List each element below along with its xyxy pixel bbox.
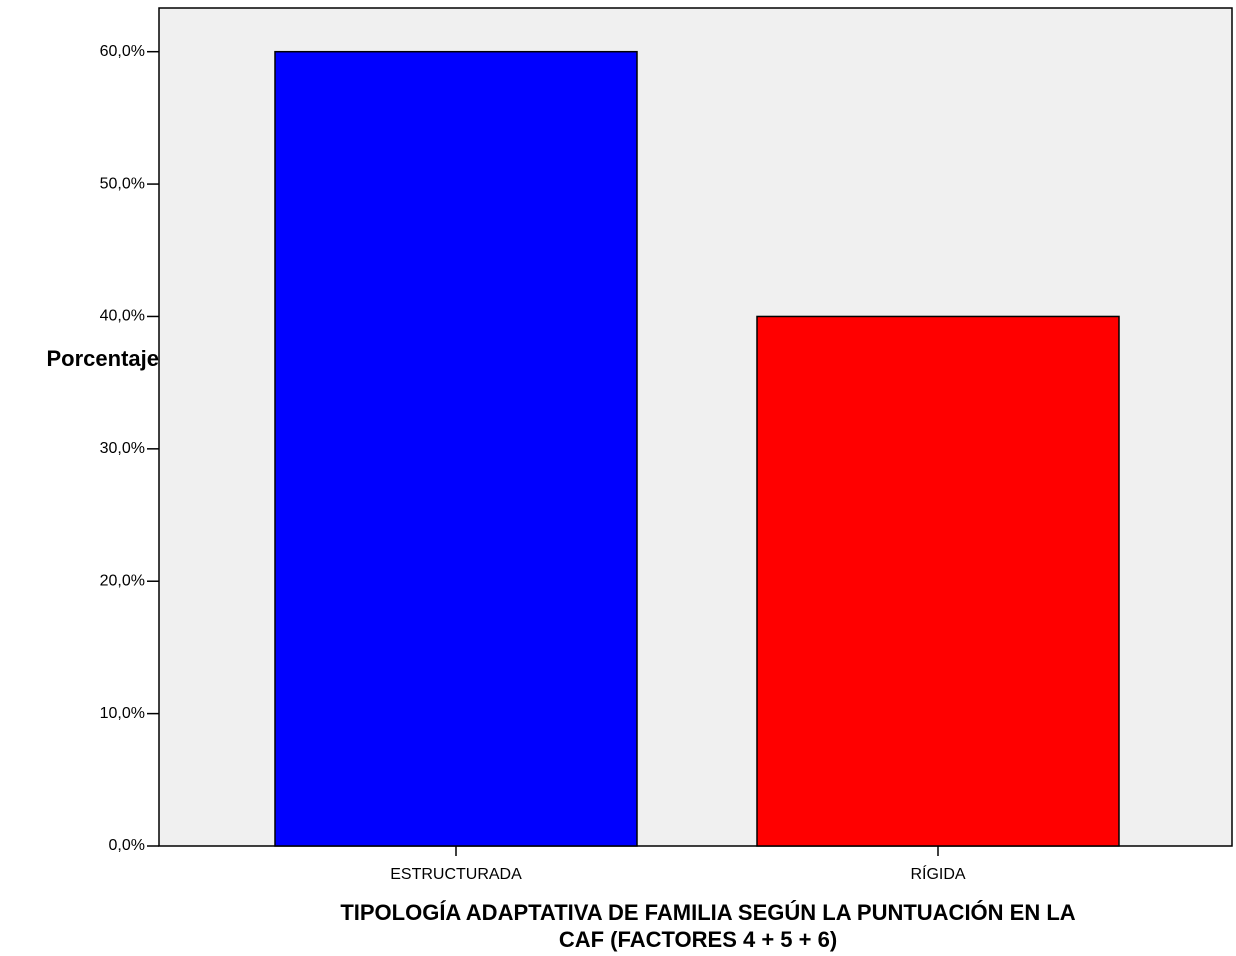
bar: [756, 315, 1120, 847]
x-tick-label: ESTRUCTURADA: [390, 866, 522, 883]
y-tick-label: 40,0%: [100, 308, 145, 325]
y-axis-title: Porcentaje: [47, 346, 160, 371]
y-tick-label: 10,0%: [100, 705, 145, 722]
y-tick-label: 30,0%: [100, 440, 145, 457]
y-tick-label: 20,0%: [100, 572, 145, 589]
y-tick-label: 60,0%: [100, 43, 145, 60]
y-tick-label: 50,0%: [100, 175, 145, 192]
x-tick-label: RÍGIDA: [910, 864, 965, 883]
bar: [274, 50, 638, 847]
x-axis-title: TIPOLOGÍA ADAPTATIVA DE FAMILIA SEGÚN LA…: [340, 900, 1075, 925]
y-tick-label: 0,0%: [109, 837, 145, 854]
x-axis-title: CAF (FACTORES 4 + 5 + 6): [559, 927, 837, 952]
